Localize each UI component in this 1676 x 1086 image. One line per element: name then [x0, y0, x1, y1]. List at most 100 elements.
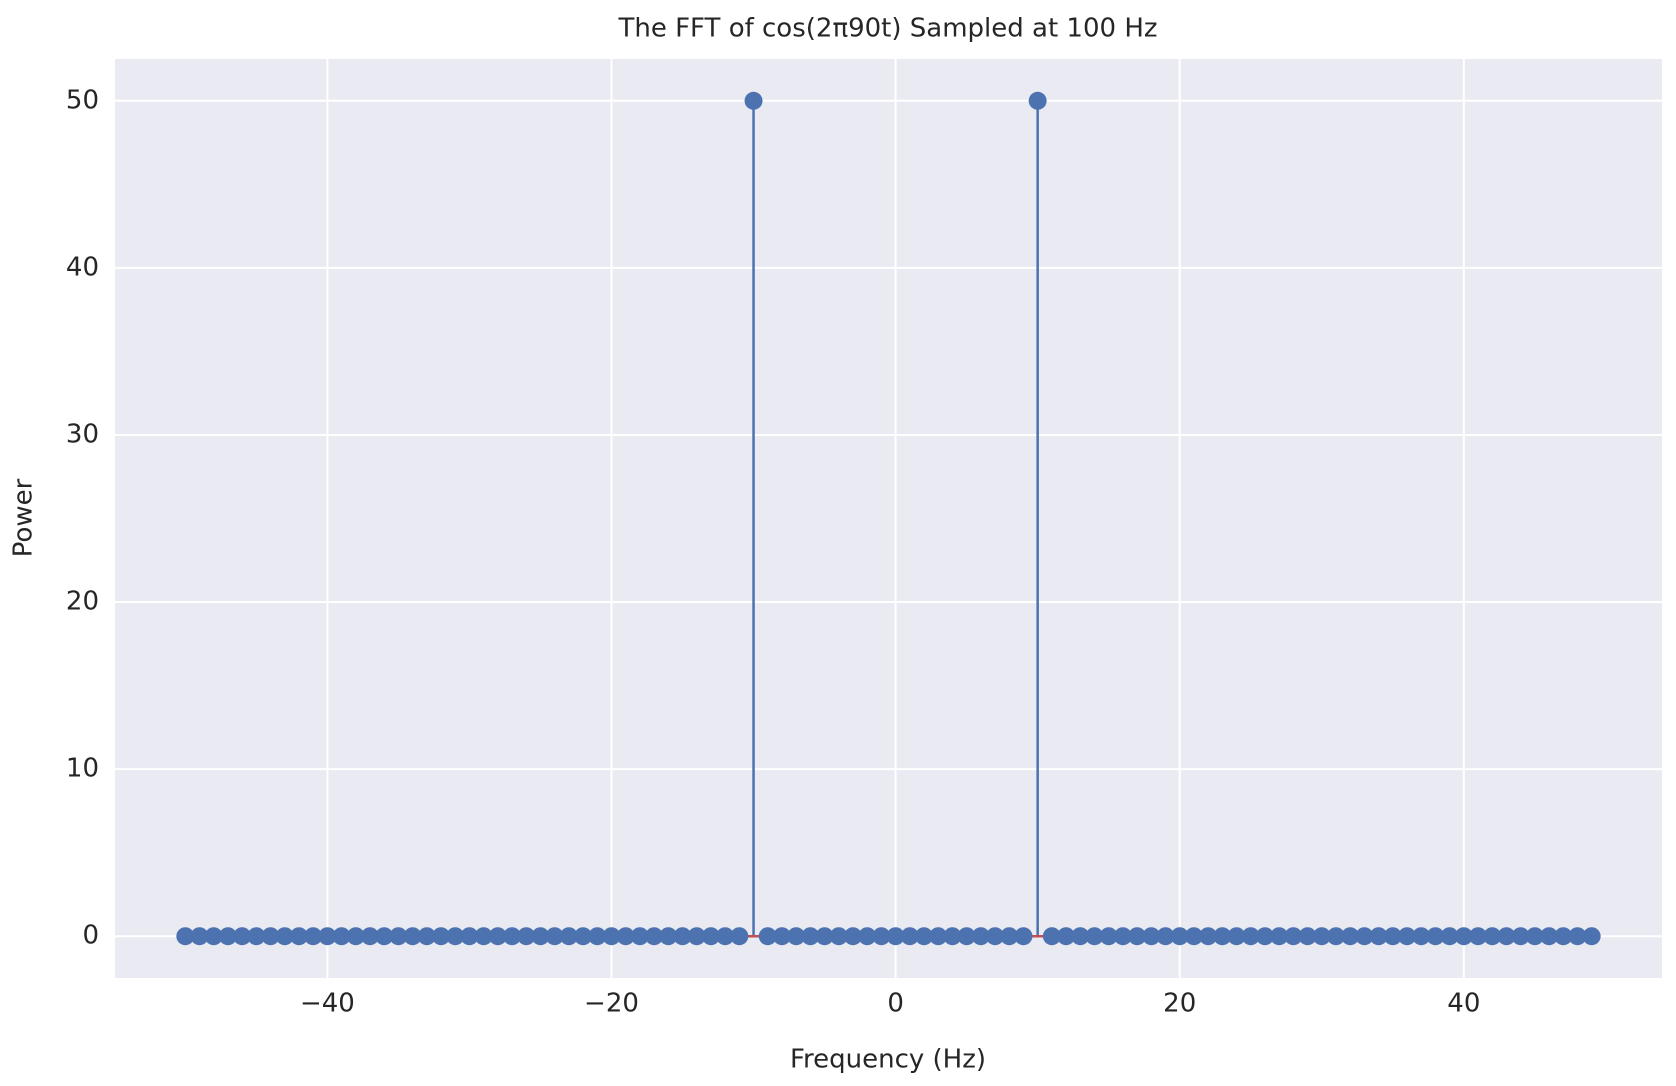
stem-marker	[1184, 927, 1203, 946]
stem-marker	[389, 927, 408, 946]
stem-marker	[247, 927, 266, 946]
stem-marker	[1213, 927, 1232, 946]
stem-marker	[900, 927, 919, 946]
stem-marker	[1568, 927, 1587, 946]
stem-marker	[957, 927, 976, 946]
stem-marker	[787, 927, 806, 946]
stem-marker	[460, 927, 479, 946]
stem-marker	[645, 927, 664, 946]
stem-marker	[190, 927, 209, 946]
stem-marker	[1426, 927, 1445, 946]
chart-title: The FFT of cos(2π90t) Sampled at 100 Hz	[617, 14, 1157, 44]
stem-marker	[375, 927, 394, 946]
stem-marker	[1525, 927, 1544, 946]
x-tick-label: −40	[300, 989, 355, 1019]
stem-marker	[758, 927, 777, 946]
stem-marker	[1042, 927, 1061, 946]
stem-marker	[687, 927, 706, 946]
y-tick-label: 50	[66, 85, 99, 115]
stem-marker	[1298, 927, 1317, 946]
stem-marker	[1113, 927, 1132, 946]
stem-marker	[744, 91, 763, 110]
stem-marker	[574, 927, 593, 946]
y-tick-label: 20	[66, 587, 99, 617]
stem-marker	[1341, 927, 1360, 946]
stem-marker	[801, 927, 820, 946]
stem-marker	[843, 927, 862, 946]
stem-marker	[233, 927, 252, 946]
stem-marker	[432, 927, 451, 946]
stem-marker	[1511, 927, 1530, 946]
stem-marker	[1582, 927, 1601, 946]
stem-marker	[204, 927, 223, 946]
stem-marker	[929, 927, 948, 946]
stem-marker	[275, 927, 294, 946]
stem-marker	[446, 927, 465, 946]
stem-marker	[943, 927, 962, 946]
stem-marker	[1227, 927, 1246, 946]
stem-marker	[474, 927, 493, 946]
x-tick-label: 40	[1447, 989, 1480, 1019]
stem-marker	[1412, 927, 1431, 946]
stem-marker	[971, 927, 990, 946]
stem-marker	[886, 927, 905, 946]
stem-marker	[1071, 927, 1090, 946]
stem-marker	[417, 927, 436, 946]
stem-marker	[829, 927, 848, 946]
stem-marker	[318, 927, 337, 946]
x-tick-label: 0	[887, 989, 904, 1019]
stem-marker	[1000, 927, 1019, 946]
stem-marker	[1312, 927, 1331, 946]
stem-marker	[915, 927, 934, 946]
stem-marker	[1284, 927, 1303, 946]
stem-marker	[588, 927, 607, 946]
stem-marker	[1170, 927, 1189, 946]
x-tick-label: −20	[584, 989, 639, 1019]
stem-marker	[1469, 927, 1488, 946]
stem-marker	[218, 927, 237, 946]
stem-marker	[772, 927, 791, 946]
stem-marker	[1014, 927, 1033, 946]
stem-marker	[630, 927, 649, 946]
stem-marker	[1554, 927, 1573, 946]
stem-marker	[304, 927, 323, 946]
stem-marker	[716, 927, 735, 946]
stem-marker	[986, 927, 1005, 946]
stem-marker	[1383, 927, 1402, 946]
stem-marker	[559, 927, 578, 946]
plot-area	[115, 59, 1662, 978]
stem-marker	[872, 927, 891, 946]
x-axis-label: Frequency (Hz)	[790, 1045, 986, 1075]
stem-marker	[673, 927, 692, 946]
stem-marker	[1241, 927, 1260, 946]
stem-marker	[488, 927, 507, 946]
stem-marker	[517, 927, 536, 946]
stem-marker	[261, 927, 280, 946]
stem-marker	[1454, 927, 1473, 946]
stem-marker	[1156, 927, 1175, 946]
stem-marker	[403, 927, 422, 946]
y-axis-label: Power	[9, 478, 39, 557]
stem-marker	[815, 927, 834, 946]
stem-marker	[1028, 91, 1047, 110]
x-tick-label: 20	[1163, 989, 1196, 1019]
stem-marker	[730, 927, 749, 946]
stem-marker	[531, 927, 550, 946]
stem-marker	[1142, 927, 1161, 946]
stem-marker	[1497, 927, 1516, 946]
stem-marker	[1440, 927, 1459, 946]
y-tick-label: 10	[66, 754, 99, 784]
stem-marker	[1099, 927, 1118, 946]
stem-marker	[545, 927, 564, 946]
stem-marker	[1128, 927, 1147, 946]
y-tick-label: 40	[66, 252, 99, 282]
stem-marker	[1398, 927, 1417, 946]
y-tick-label: 30	[66, 419, 99, 449]
stem-marker	[332, 927, 351, 946]
stem-marker	[1355, 927, 1374, 946]
stem-marker	[1199, 927, 1218, 946]
stem-marker	[360, 927, 379, 946]
stem-marker	[858, 927, 877, 946]
